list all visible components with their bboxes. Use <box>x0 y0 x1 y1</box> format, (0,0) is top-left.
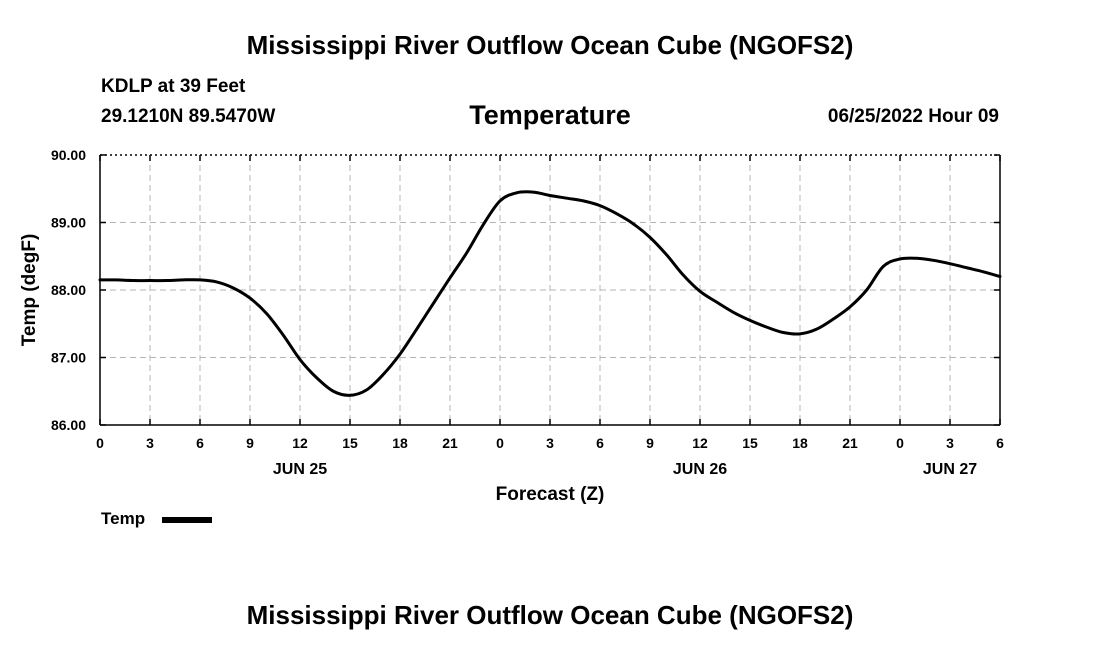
legend-swatch <box>162 517 212 523</box>
x-tick-label: 21 <box>442 435 458 451</box>
y-tick-label: 88.00 <box>51 282 86 298</box>
x-tick-label: 15 <box>342 435 358 451</box>
day-label: JUN 26 <box>673 461 727 478</box>
station-label: KDLP at 39 Feet <box>101 76 246 97</box>
x-tick-label: 12 <box>692 435 708 451</box>
x-tick-label: 12 <box>292 435 308 451</box>
footer-title: Mississippi River Outflow Ocean Cube (NG… <box>246 600 854 630</box>
x-tick-label: 21 <box>842 435 858 451</box>
station-coords: 29.1210N 89.5470W <box>101 106 276 127</box>
x-tick-label: 18 <box>792 435 808 451</box>
y-tick-label: 90.00 <box>51 147 86 163</box>
main-title: Mississippi River Outflow Ocean Cube (NG… <box>246 30 854 60</box>
x-axis-title: Forecast (Z) <box>496 484 605 505</box>
x-tick-label: 0 <box>496 435 504 451</box>
x-tick-label: 3 <box>146 435 154 451</box>
x-tick-label: 15 <box>742 435 758 451</box>
x-tick-label: 6 <box>596 435 604 451</box>
chart-title: Temperature <box>469 100 631 130</box>
series-line-temp <box>98 190 1002 397</box>
x-tick-label: 18 <box>392 435 408 451</box>
y-tick-label: 89.00 <box>51 215 86 231</box>
x-tick-label: 9 <box>646 435 654 451</box>
legend-label: Temp <box>101 509 146 528</box>
x-tick-label: 6 <box>996 435 1004 451</box>
forecast-datetime: 06/25/2022 Hour 09 <box>827 106 999 127</box>
y-tick-label: 86.00 <box>51 417 86 433</box>
x-tick-label: 6 <box>196 435 204 451</box>
x-tick-label: 0 <box>96 435 104 451</box>
y-tick-label: 87.00 <box>51 350 86 366</box>
x-tick-label: 0 <box>896 435 904 451</box>
y-axis-title: Temp (degF) <box>19 234 40 347</box>
x-tick-label: 9 <box>246 435 254 451</box>
day-label: JUN 27 <box>923 461 977 478</box>
day-label: JUN 25 <box>273 461 327 478</box>
x-tick-label: 3 <box>946 435 954 451</box>
x-tick-label: 3 <box>546 435 554 451</box>
